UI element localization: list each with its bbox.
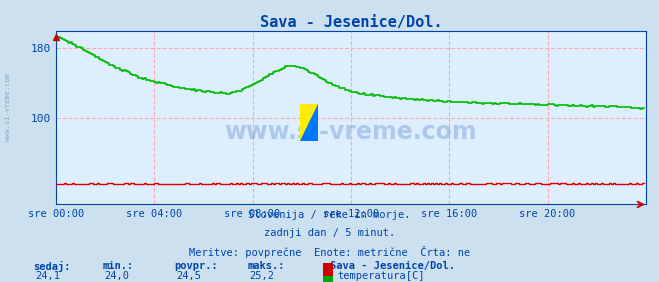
Text: temperatura[C]: temperatura[C]: [337, 271, 425, 281]
Text: 24,0: 24,0: [104, 271, 129, 281]
Text: Slovenija / reke in morje.: Slovenija / reke in morje.: [248, 210, 411, 220]
Text: www.si-vreme.com: www.si-vreme.com: [225, 120, 477, 144]
Text: Meritve: povprečne  Enote: metrične  Črta: ne: Meritve: povprečne Enote: metrične Črta:…: [189, 246, 470, 258]
Text: maks.:: maks.:: [247, 261, 285, 271]
Text: 24,1: 24,1: [35, 271, 60, 281]
Text: sedaj:: sedaj:: [33, 261, 71, 272]
Polygon shape: [300, 104, 318, 141]
Polygon shape: [300, 104, 318, 141]
Text: zadnji dan / 5 minut.: zadnji dan / 5 minut.: [264, 228, 395, 238]
Text: Sava - Jesenice/Dol.: Sava - Jesenice/Dol.: [330, 261, 455, 271]
Title: Sava - Jesenice/Dol.: Sava - Jesenice/Dol.: [260, 15, 442, 30]
Text: 24,5: 24,5: [177, 271, 202, 281]
Text: povpr.:: povpr.:: [175, 261, 218, 271]
Text: 25,2: 25,2: [249, 271, 274, 281]
Text: www.si-vreme.com: www.si-vreme.com: [5, 73, 11, 141]
Text: min.:: min.:: [102, 261, 133, 271]
